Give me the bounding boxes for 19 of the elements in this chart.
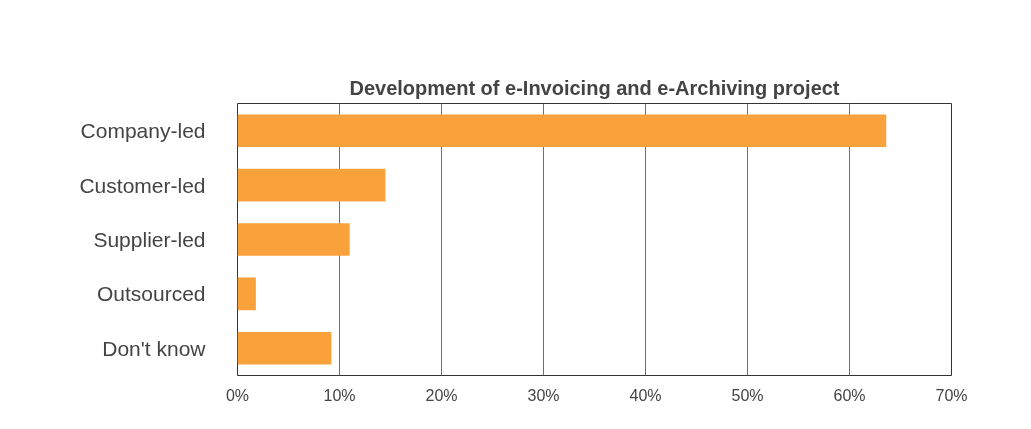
bar: [237, 331, 332, 365]
bar: [237, 168, 386, 202]
y-tick-label: Customer-led: [79, 173, 206, 197]
x-tick-label: 0%: [225, 386, 250, 404]
x-tick-label: 20%: [425, 386, 458, 404]
bar: [237, 277, 256, 311]
bar: [237, 223, 350, 256]
bar: [237, 114, 887, 148]
x-tick-label: 70%: [935, 386, 968, 404]
y-tick-label: Supplier-led: [93, 228, 206, 251]
x-tick-label: 50%: [731, 386, 764, 404]
y-tick-label: Company-led: [80, 119, 206, 143]
y-tick-label: Outsourced: [96, 282, 206, 306]
y-tick-label: Don't know: [102, 336, 207, 360]
chart-title: Development of e-Invoicing and e-Archiving project: [349, 76, 840, 99]
x-tick-label: 40%: [629, 386, 662, 404]
x-tick-label: 30%: [527, 386, 560, 404]
x-tick-label: 60%: [833, 386, 866, 404]
x-tick-label: 10%: [323, 386, 356, 404]
